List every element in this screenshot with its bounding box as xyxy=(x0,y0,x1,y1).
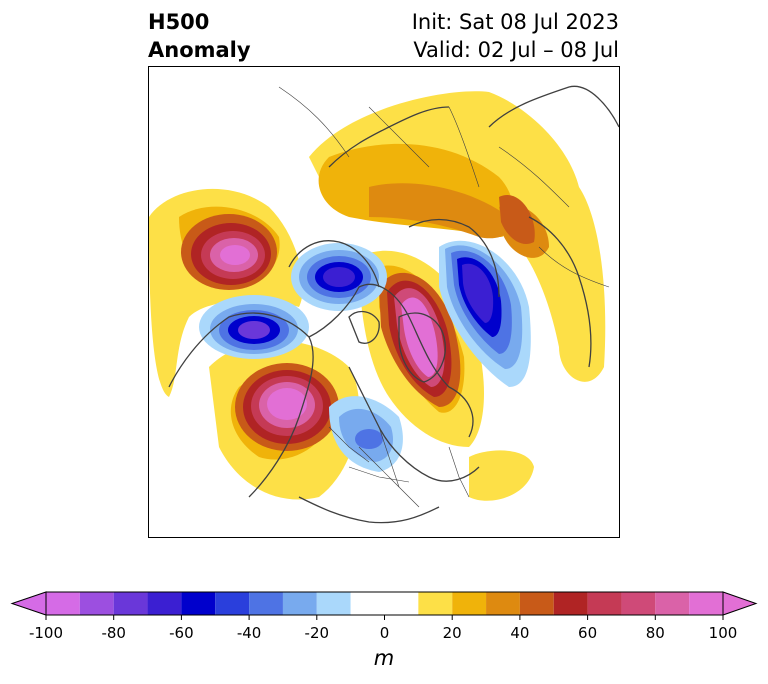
colorbar-segment xyxy=(181,592,216,615)
colorbar-tick-label: 40 xyxy=(510,624,530,642)
plot-title-right: Init: Sat 08 Jul 2023 Valid: 02 Jul – 08… xyxy=(412,8,619,64)
colorbar-segment xyxy=(79,592,114,615)
colorbar-segment xyxy=(621,592,656,615)
title-init-date: Init: Sat 08 Jul 2023 xyxy=(411,10,619,34)
colorbar-extend-high xyxy=(722,591,758,616)
plot-title-left: H500 Anomaly xyxy=(148,8,251,64)
colorbar-segment xyxy=(452,592,487,615)
colorbar-segment xyxy=(46,592,80,615)
colorbar-segment xyxy=(553,592,588,615)
colorbar-segment xyxy=(350,592,419,615)
political-borders xyxy=(278,86,610,508)
colorbar-tick-label: 100 xyxy=(708,624,738,642)
colorbar-segment xyxy=(418,592,453,615)
title-field: Anomaly xyxy=(148,38,251,62)
anomaly-map-svg xyxy=(149,85,619,524)
colorbar-segment xyxy=(113,592,148,615)
colorbar-tick-label: -80 xyxy=(101,624,126,642)
colorbar-segment xyxy=(486,592,520,615)
anomaly-map xyxy=(148,66,620,538)
colorbar xyxy=(10,591,758,620)
colorbar-segment xyxy=(249,592,283,615)
colorbar-extend-low xyxy=(10,591,47,616)
colorbar-segment xyxy=(316,592,351,615)
colorbar-tick-label: 60 xyxy=(578,624,598,642)
colorbar-segment xyxy=(282,592,317,615)
colorbar-tick-label: 80 xyxy=(645,624,665,642)
colorbar-tick-label: -60 xyxy=(169,624,194,642)
title-valid-range: Valid: 02 Jul – 08 Jul xyxy=(413,38,619,62)
colorbar-tick-label: 20 xyxy=(442,624,462,642)
colorbar-tick-label: 0 xyxy=(379,624,390,642)
colorbar-segment xyxy=(215,592,250,615)
colorbar-tick-label: -40 xyxy=(236,624,262,642)
colorbar-segment xyxy=(587,592,622,615)
colorbar-segment xyxy=(147,592,182,615)
anomaly-fill-negative xyxy=(199,240,531,472)
colorbar-tick-label: -100 xyxy=(28,624,64,642)
title-variable: H500 xyxy=(148,10,210,34)
colorbar-segment xyxy=(519,592,554,615)
colorbar-segment xyxy=(689,592,723,615)
colorbar-tick-label: -20 xyxy=(304,624,330,642)
colorbar-unit-label: m xyxy=(373,646,395,670)
colorbar-segment xyxy=(655,592,690,615)
coastlines xyxy=(168,85,619,524)
